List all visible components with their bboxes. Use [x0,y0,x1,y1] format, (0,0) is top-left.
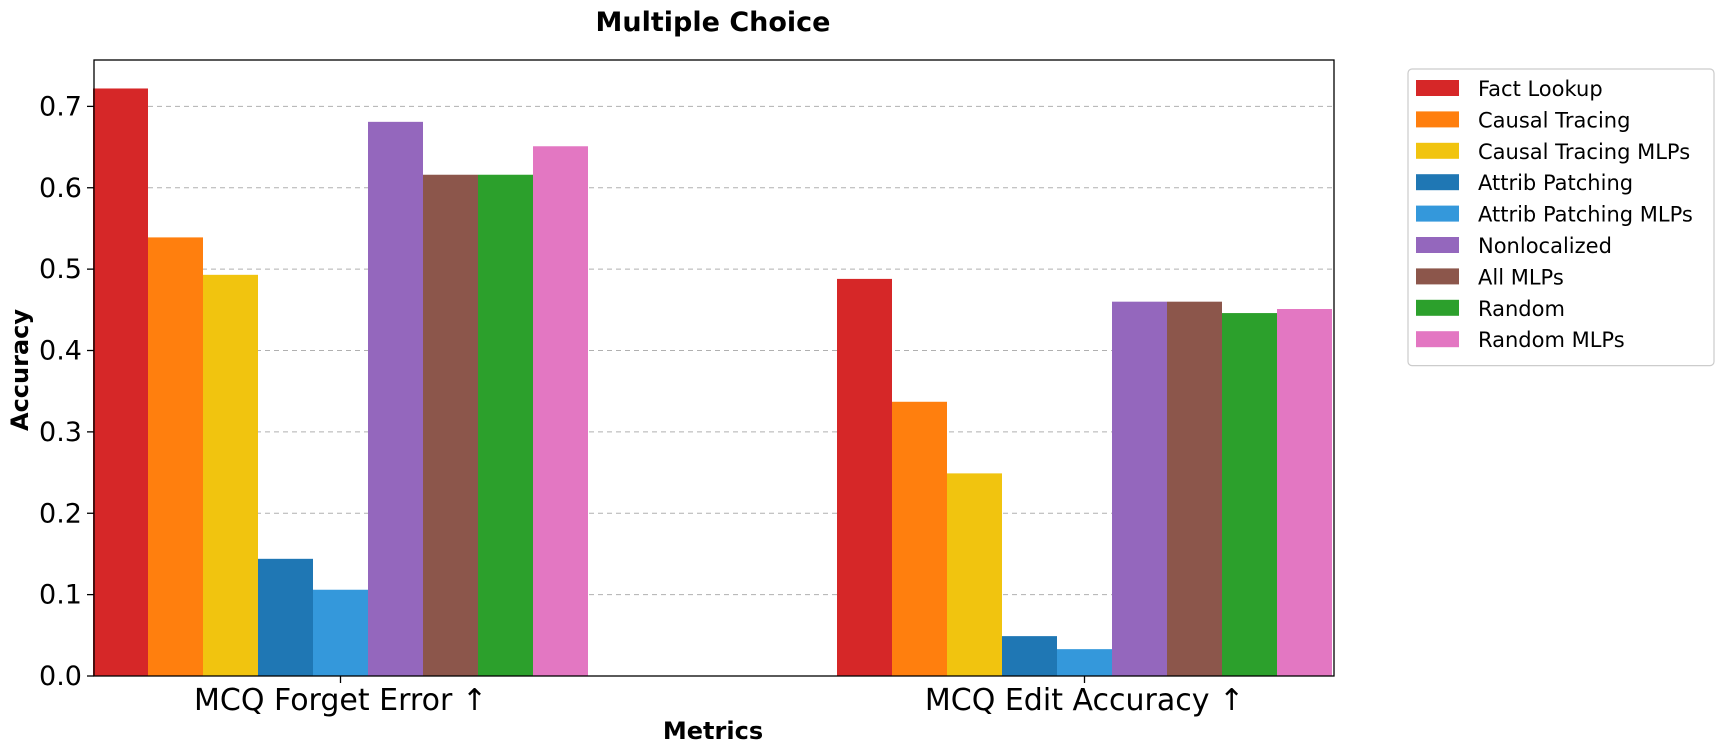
bar-nonlocalized [368,121,423,677]
y-tick-label: 0.0 [39,661,82,692]
legend-box [1407,68,1715,367]
bar-causal-tracing [148,237,203,677]
y-tick-label: 0.6 [39,173,82,204]
bar-random-mlps [533,146,588,676]
x-axis-label: Metrics [663,717,763,745]
bar-nonlocalized [1112,301,1167,676]
legend-label: Fact Lookup [1478,77,1603,101]
y-tick-label: 0.2 [39,498,82,529]
chart-title: Multiple Choice [596,7,831,38]
bar-random [478,174,533,676]
bar-causal-tracing-mlps [947,473,1002,676]
legend-label: Random [1478,297,1565,321]
legend-label: All MLPs [1478,265,1564,289]
bar-attrib-patching [1002,636,1057,676]
x-axis-ticks: MCQ Forget Error ↑ MCQ Edit Accuracy ↑ [194,676,1244,718]
bar-all-mlps [1167,301,1222,676]
bar-all-mlps [423,174,478,676]
bars [93,88,1332,677]
legend-label: Nonlocalized [1478,234,1612,258]
legend: Fact Lookup Causal Tracing Causal Tracing … [1407,68,1715,367]
legend-swatch [1416,268,1459,285]
x-tick-label: MCQ Forget Error ↑ [194,683,487,718]
y-axis-ticks: 0.0 0.1 0.2 0.3 0.4 0.5 0.6 0.7 [39,91,94,692]
legend-swatch [1416,80,1459,96]
legend-label: Random MLPs [1478,328,1625,352]
bar-attrib-patching [258,558,313,676]
y-tick-label: 0.4 [39,336,82,367]
y-tick-label: 0.5 [39,254,82,285]
x-tick-label: MCQ Edit Accuracy ↑ [925,683,1244,718]
legend-swatch [1416,174,1459,191]
legend-swatch [1416,205,1459,222]
plot-frame [93,59,1335,677]
legend-label: Causal Tracing [1478,108,1630,132]
bar-attrib-patching-mlps [1057,649,1112,676]
bar-causal-tracing [892,401,947,676]
bar-fact-lookup [837,278,892,676]
y-axis-label: Accuracy [6,309,34,431]
legend-swatch [1416,142,1459,159]
legend-swatch [1416,237,1459,253]
legend-swatch [1416,111,1459,128]
bar-causal-tracing-mlps [203,274,258,676]
y-tick-label: 0.1 [39,580,82,611]
y-tick-label: 0.7 [39,91,82,122]
legend-label: Causal Tracing MLPs [1478,140,1690,164]
bar-random-mlps [1277,309,1332,676]
legend-label: Attrib Patching MLPs [1478,203,1693,227]
legend-label: Attrib Patching [1478,171,1633,195]
bar-fact-lookup [93,88,148,677]
bar-attrib-patching-mlps [313,589,368,676]
bar-random [1222,313,1277,676]
y-tick-label: 0.3 [39,417,82,448]
legend-swatch [1416,299,1459,316]
legend-swatch [1416,331,1459,348]
